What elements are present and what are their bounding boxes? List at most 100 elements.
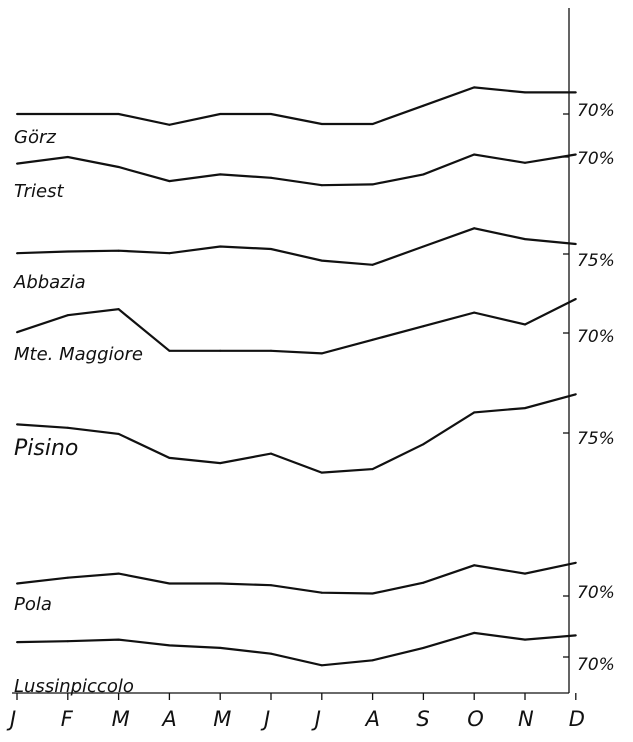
data-point-triest-7 — [371, 183, 374, 186]
data-point-pisino-11 — [574, 393, 577, 396]
month-label-11: D — [569, 707, 585, 731]
data-point-abbazia-11 — [574, 243, 577, 245]
data-point-triest-8 — [422, 173, 425, 176]
data-point-lussinpiccolo-1 — [66, 640, 69, 643]
data-point-pisino-4 — [219, 462, 222, 465]
month-label-6: J — [311, 707, 321, 731]
data-point-pisino-3 — [168, 456, 171, 459]
station-label-triest: Triest — [14, 181, 64, 202]
data-point-pola-4 — [219, 582, 222, 585]
data-point-pola-5 — [270, 584, 272, 587]
data-point-g-rz-5 — [270, 113, 272, 115]
data-point-g-rz-7 — [371, 123, 374, 125]
data-point-triest-2 — [117, 166, 120, 168]
data-point-lussinpiccolo-10 — [524, 638, 526, 641]
data-point-abbazia-6 — [320, 259, 323, 262]
data-point-lussinpiccolo-6 — [320, 664, 323, 667]
data-point-pola-10 — [524, 572, 526, 575]
data-point-lussinpiccolo-4 — [219, 646, 222, 649]
data-point-mte-maggiore-4 — [219, 349, 222, 352]
data-point-abbazia-0 — [16, 252, 18, 255]
data-point-lussinpiccolo-5 — [270, 652, 272, 655]
data-point-pola-8 — [422, 581, 425, 584]
data-point-pisino-7 — [371, 468, 374, 471]
data-point-g-rz-0 — [16, 113, 18, 115]
series-line-pisino — [16, 393, 577, 474]
series-pisino: Pisino 75% — [14, 393, 615, 474]
data-point-triest-1 — [66, 156, 69, 158]
data-point-abbazia-10 — [524, 238, 526, 241]
data-point-triest-9 — [473, 153, 476, 156]
data-point-pisino-10 — [524, 407, 526, 410]
data-point-mte-maggiore-6 — [320, 352, 323, 355]
data-point-pisino-5 — [270, 452, 272, 455]
ref-label-pola: 70% — [577, 583, 615, 603]
data-point-lussinpiccolo-11 — [574, 634, 577, 637]
data-point-mte-maggiore-3 — [168, 349, 171, 352]
series-abbazia: Abbazia 75% — [13, 227, 615, 293]
data-point-lussinpiccolo-9 — [473, 631, 476, 634]
data-point-g-rz-11 — [574, 91, 577, 94]
axis-layer — [12, 8, 570, 694]
ref-label-lussinpiccolo: 70% — [577, 655, 615, 675]
month-label-0: J — [6, 707, 16, 731]
series-line-pola — [16, 561, 577, 595]
data-point-triest-3 — [168, 180, 171, 183]
data-point-mte-maggiore-9 — [473, 311, 476, 314]
data-point-lussinpiccolo-3 — [168, 644, 171, 647]
series-line-triest — [16, 153, 576, 187]
data-point-pisino-2 — [117, 432, 120, 435]
data-point-pisino-1 — [66, 426, 69, 429]
data-point-g-rz-2 — [117, 113, 120, 115]
series-pola: Pola 70% — [14, 561, 615, 615]
month-label-8: S — [416, 707, 429, 731]
data-point-g-rz-1 — [66, 113, 69, 115]
data-point-lussinpiccolo-7 — [371, 659, 374, 662]
month-label-4: M — [213, 707, 231, 731]
station-label-g-rz: Görz — [14, 127, 56, 148]
data-point-mte-maggiore-2 — [117, 308, 120, 311]
data-point-g-rz-10 — [524, 91, 526, 94]
series-triest: Triest 70% — [14, 149, 615, 202]
month-label-5: J — [260, 707, 270, 731]
ref-label-abbazia: 75% — [577, 251, 615, 271]
data-point-g-rz-8 — [422, 104, 425, 107]
data-point-abbazia-9 — [473, 227, 476, 230]
month-label-1: F — [61, 707, 74, 731]
series-line-g-rz — [17, 86, 576, 126]
station-label-pola: Pola — [14, 594, 52, 615]
data-point-pisino-8 — [422, 443, 425, 446]
month-label-9: O — [467, 707, 484, 731]
series-line-mte-maggiore — [16, 298, 577, 355]
data-point-triest-6 — [320, 184, 323, 187]
station-label-pisino: Pisino — [14, 436, 78, 461]
data-point-abbazia-4 — [219, 245, 222, 248]
series-line-abbazia — [16, 227, 576, 266]
series-line-lussinpiccolo — [16, 631, 576, 667]
data-point-triest-4 — [219, 173, 222, 176]
data-point-triest-10 — [524, 161, 526, 164]
data-point-pola-9 — [473, 564, 476, 567]
data-point-mte-maggiore-5 — [270, 349, 272, 352]
data-point-pola-3 — [168, 582, 171, 585]
data-point-triest-11 — [574, 153, 577, 156]
x-ticks — [16, 693, 577, 700]
data-point-g-rz-4 — [219, 113, 222, 115]
ref-label-g-rz: 70% — [577, 101, 615, 121]
data-point-g-rz-6 — [320, 123, 323, 125]
series-lussinpiccolo: Lussinpiccolo 70% — [14, 631, 615, 697]
data-point-abbazia-1 — [66, 250, 69, 253]
data-point-g-rz-9 — [473, 86, 476, 89]
data-point-mte-maggiore-11 — [574, 298, 577, 300]
data-point-mte-maggiore-0 — [16, 331, 18, 334]
series-g-rz: Görz 70% — [14, 86, 615, 148]
data-point-abbazia-2 — [117, 249, 120, 252]
month-label-2: M — [112, 707, 130, 731]
series-mte-maggiore: Mte. Maggiore 70% — [14, 298, 615, 365]
data-point-pola-6 — [320, 591, 323, 594]
station-label-lussinpiccolo: Lussinpiccolo — [14, 676, 134, 697]
data-point-lussinpiccolo-8 — [422, 646, 425, 649]
